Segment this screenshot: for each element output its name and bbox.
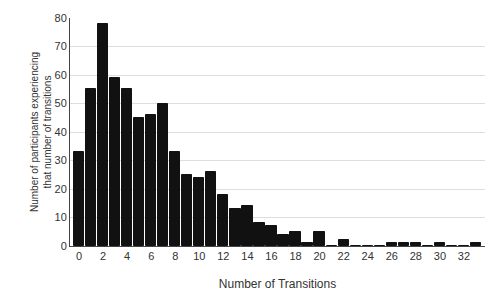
svg-text:80: 80 <box>55 12 67 24</box>
svg-text:30: 30 <box>434 250 446 262</box>
svg-text:Number of participants experie: Number of participants experiencingthat … <box>29 52 53 212</box>
svg-text:0: 0 <box>61 240 67 252</box>
svg-text:0: 0 <box>76 250 82 262</box>
svg-text:20: 20 <box>55 183 67 195</box>
svg-text:14: 14 <box>241 250 253 262</box>
svg-text:4: 4 <box>124 250 130 262</box>
svg-text:16: 16 <box>265 250 277 262</box>
svg-text:10: 10 <box>193 250 205 262</box>
svg-text:12: 12 <box>217 250 229 262</box>
svg-text:30: 30 <box>55 154 67 166</box>
svg-text:26: 26 <box>386 250 398 262</box>
svg-text:2: 2 <box>100 250 106 262</box>
svg-text:60: 60 <box>55 69 67 81</box>
svg-text:22: 22 <box>338 250 350 262</box>
svg-text:40: 40 <box>55 126 67 138</box>
svg-text:32: 32 <box>458 250 470 262</box>
svg-text:10: 10 <box>55 211 67 223</box>
svg-text:28: 28 <box>410 250 422 262</box>
svg-text:24: 24 <box>362 250 374 262</box>
svg-text:8: 8 <box>172 250 178 262</box>
svg-text:6: 6 <box>148 250 154 262</box>
svg-text:Number of Transitions: Number of Transitions <box>219 277 336 291</box>
svg-text:20: 20 <box>313 250 325 262</box>
svg-text:70: 70 <box>55 40 67 52</box>
svg-text:50: 50 <box>55 97 67 109</box>
svg-text:18: 18 <box>289 250 301 262</box>
